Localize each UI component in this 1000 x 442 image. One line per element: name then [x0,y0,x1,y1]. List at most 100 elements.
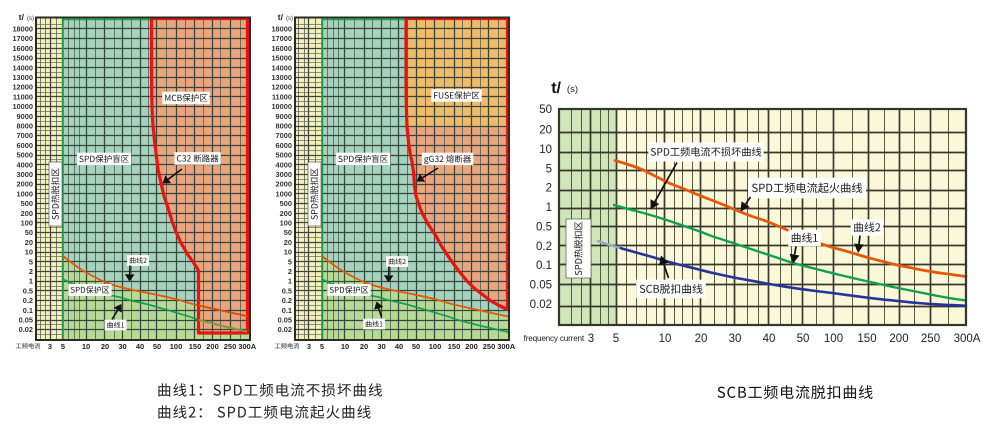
svg-text:30: 30 [377,342,385,351]
svg-text:15000: 15000 [12,54,33,63]
svg-text:15000: 15000 [271,54,292,63]
svg-text:50: 50 [539,104,552,116]
svg-text:11000: 11000 [13,92,33,101]
svg-text:20: 20 [101,342,109,351]
svg-text:30: 30 [729,333,742,345]
svg-text:50: 50 [25,228,33,237]
svg-text:2: 2 [288,267,292,276]
svg-text:2: 2 [29,267,33,276]
svg-text:50: 50 [797,333,810,345]
svg-text:2000: 2000 [276,180,292,189]
svg-text:30: 30 [118,342,126,351]
svg-text:10: 10 [25,248,33,257]
svg-text:0.05: 0.05 [19,316,33,325]
svg-text:20: 20 [695,333,708,345]
svg-text:6000: 6000 [276,141,292,150]
svg-text:40: 40 [395,342,403,351]
svg-text:0.5: 0.5 [23,286,33,295]
svg-text:(s): (s) [286,16,293,22]
svg-text:10: 10 [284,248,292,257]
svg-text:100: 100 [21,219,33,228]
svg-text:200: 200 [206,342,219,351]
svg-text:200: 200 [465,342,478,351]
svg-text:0.5: 0.5 [536,221,552,233]
svg-text:7000: 7000 [17,131,33,140]
svg-text:(s): (s) [567,84,578,95]
svg-text:250: 250 [224,342,237,351]
svg-text:4000: 4000 [17,160,33,169]
svg-text:17000: 17000 [271,34,292,43]
svg-text:3: 3 [307,342,311,351]
svg-text:500: 500 [21,199,33,208]
svg-text:500: 500 [280,199,292,208]
svg-text:3: 3 [588,333,594,345]
svg-text:(s): (s) [27,16,34,22]
svg-text:250: 250 [483,342,496,351]
svg-text:7000: 7000 [276,131,292,140]
svg-text:50: 50 [284,228,292,237]
svg-text:16000: 16000 [271,44,292,53]
svg-text:2: 2 [546,183,552,195]
svg-text:1000: 1000 [17,189,33,198]
svg-text:10: 10 [539,144,552,156]
svg-text:1: 1 [546,202,552,214]
svg-text:40: 40 [136,342,144,351]
svg-text:50: 50 [153,342,161,351]
svg-text:5000: 5000 [276,151,292,160]
svg-text:20: 20 [25,238,33,247]
svg-text:10000: 10000 [12,102,33,111]
svg-text:5: 5 [288,257,292,266]
svg-text:1000: 1000 [276,189,292,198]
svg-text:4000: 4000 [276,160,292,169]
svg-text:1: 1 [29,277,33,286]
svg-text:300A: 300A [954,333,981,345]
svg-text:0.02: 0.02 [19,325,33,334]
svg-text:20: 20 [284,238,292,247]
svg-text:1: 1 [288,277,292,286]
svg-text:14000: 14000 [12,63,33,72]
svg-text:0.02: 0.02 [278,325,292,334]
svg-text:t/: t/ [551,80,561,97]
svg-text:17000: 17000 [12,34,33,43]
svg-text:50: 50 [412,342,420,351]
svg-text:5000: 5000 [17,151,33,160]
svg-text:3000: 3000 [17,170,33,179]
svg-text:0.05: 0.05 [530,280,552,292]
svg-text:9000: 9000 [17,112,33,121]
svg-text:9000: 9000 [276,112,292,121]
svg-text:8000: 8000 [276,122,292,131]
svg-text:150: 150 [857,333,876,345]
svg-text:200: 200 [21,209,33,218]
svg-text:8000: 8000 [17,122,33,131]
svg-text:20: 20 [539,125,552,137]
svg-text:150: 150 [189,342,202,351]
svg-text:16000: 16000 [12,44,33,53]
svg-text:0.05: 0.05 [278,316,292,325]
svg-text:150: 150 [448,342,461,351]
svg-text:40: 40 [763,333,776,345]
svg-text:5: 5 [613,333,619,345]
svg-text:5: 5 [61,342,65,351]
svg-text:12000: 12000 [12,83,33,92]
svg-text:100: 100 [824,333,843,345]
svg-text:0.02: 0.02 [530,299,552,311]
svg-text:13000: 13000 [271,73,292,82]
svg-text:250: 250 [921,333,940,345]
svg-text:12000: 12000 [271,83,292,92]
svg-text:3000: 3000 [276,170,292,179]
svg-text:0.2: 0.2 [282,296,292,305]
svg-text:10: 10 [659,333,672,345]
svg-text:100: 100 [280,219,292,228]
svg-text:200: 200 [280,209,292,218]
svg-text:300A: 300A [238,342,257,351]
svg-text:0.1: 0.1 [536,260,552,272]
svg-text:300A: 300A [497,342,516,351]
svg-text:5: 5 [546,163,552,175]
svg-text:11000: 11000 [272,92,292,101]
svg-text:0.2: 0.2 [536,241,552,253]
svg-text:0.1: 0.1 [282,306,292,315]
svg-text:10: 10 [341,342,349,351]
svg-text:t/: t/ [278,12,284,22]
svg-text:5: 5 [29,257,33,266]
svg-text:2000: 2000 [17,180,33,189]
